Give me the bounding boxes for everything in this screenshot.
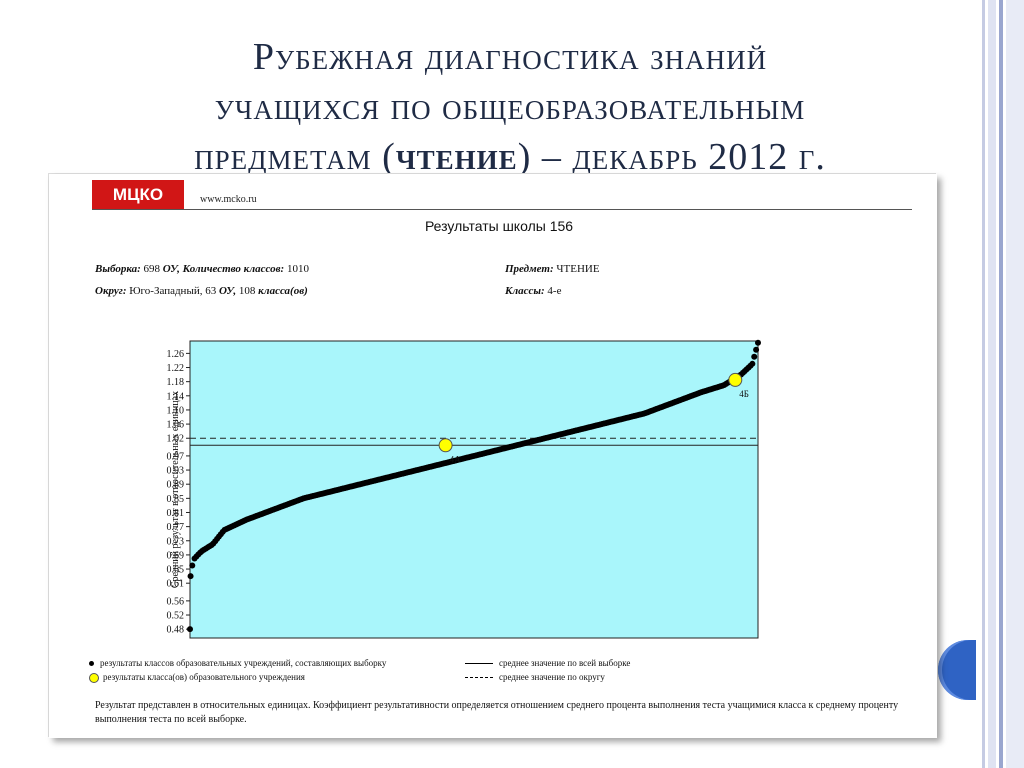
results-chart: 0.48 0.52 0.56 0.61 0.65 0.69 0.73 0.77 0.81 0.85… (167, 339, 761, 639)
legend-dashed-line: среднее значение по округу (465, 672, 605, 682)
class-result-dot (189, 562, 196, 569)
report-image: МЦКО www.mcko.ru Результаты школы 156 Вы… (49, 174, 937, 738)
district-info: Округ: Юго-Западный, 63 ОУ, 108 класса(о… (95, 285, 308, 297)
y-tick-label: 1.14 (167, 391, 185, 402)
header-divider (92, 209, 912, 210)
y-tick-label: 1.26 (167, 349, 185, 360)
y-tick-label: 0.61 (167, 579, 185, 590)
title-line-1: Рубежная диагностика знаний (252, 36, 768, 78)
y-axis-label: Средний результат в относительных единиц… (170, 391, 181, 588)
report-footnote: Результат представлен в относительных ед… (95, 700, 899, 725)
plot-area (189, 340, 759, 639)
class-result-dot (187, 573, 194, 580)
y-tick-label: 0.89 (167, 480, 185, 491)
sample-info: Выборка: 698 ОУ, Количество классов: 101… (95, 263, 309, 275)
class-result-dot (749, 360, 756, 367)
slide-title: Рубежная диагностика знаний учащихся по … (90, 32, 930, 182)
y-tick-label: 0.69 (167, 550, 185, 561)
mcko-logo: МЦКО (92, 180, 184, 210)
slide-circle-decoration (938, 640, 976, 700)
title-line-3-post: ) – декабрь 2012 г. (517, 136, 826, 178)
school-class-point (728, 372, 743, 387)
y-tick-label: 1.02 (167, 434, 185, 445)
y-tick-label: 0.77 (167, 522, 185, 533)
y-tick-label: 1.22 (167, 363, 185, 374)
y-tick-label: 0.52 (167, 611, 185, 622)
y-tick-label: 1.06 (167, 420, 185, 431)
y-tick-label: 0.97 (167, 451, 185, 462)
y-tick-label: 1.18 (167, 377, 185, 388)
y-tick-label: 0.73 (167, 536, 185, 547)
class-result-dot (753, 346, 760, 353)
slide-right-border (982, 0, 1024, 768)
title-subject: чтение (395, 136, 518, 178)
report-title: Результаты школы 156 (424, 218, 574, 234)
legend-sample-dots: результаты классов образовательных учреж… (89, 658, 386, 668)
y-tick-label: 0.48 (167, 625, 185, 636)
legend-solid-line: среднее значение по всей выборке (465, 658, 630, 668)
y-tick-label: 0.65 (167, 565, 185, 576)
class-result-dot (187, 626, 193, 633)
title-line-3-pre: предметам ( (194, 136, 396, 178)
grades-info: Классы: 4-е (505, 285, 562, 297)
subject-info: Предмет: ЧТЕНИЕ (505, 263, 600, 275)
y-tick-label: 0.56 (167, 596, 185, 607)
y-tick-label: 0.93 (167, 466, 185, 477)
site-url: www.mcko.ru (200, 194, 257, 205)
class-result-dot (751, 353, 758, 360)
legend-school-classes: результаты класса(ов) образовательного у… (89, 672, 305, 683)
school-class-point (438, 438, 453, 453)
y-tick-label: 0.81 (167, 508, 185, 519)
y-tick-label: 1.10 (167, 405, 185, 416)
class-result-dot (755, 339, 761, 346)
y-tick-label: 0.85 (167, 494, 185, 505)
title-line-2: учащихся по общеобразовательным (214, 86, 806, 128)
school-class-label: 4Б (739, 389, 749, 399)
school-class-label: 4А (450, 454, 462, 464)
